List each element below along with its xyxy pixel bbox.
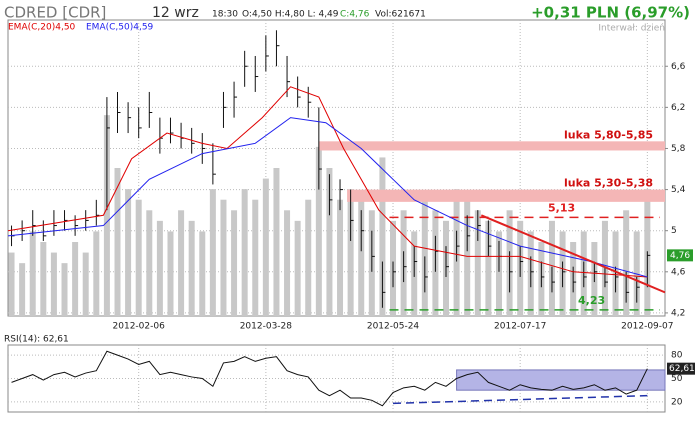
- volume-bar: [199, 231, 206, 316]
- volume-bar: [326, 168, 333, 316]
- y-tick-label: 80: [671, 351, 683, 361]
- rsi-label: RSI(14): 62,61: [4, 335, 69, 345]
- volume-bar: [167, 231, 174, 316]
- level-label: 4,23: [578, 294, 605, 307]
- volume-bar: [315, 146, 322, 316]
- gap-label: luka 5,30-5,38: [564, 177, 653, 190]
- ema-line: [7, 86, 648, 278]
- volume-bar: [347, 189, 354, 316]
- main-frame: [7, 19, 666, 317]
- y-tick-label: 6,2: [671, 103, 685, 113]
- date: 12 wrz: [152, 5, 199, 21]
- volume-bar: [305, 199, 312, 316]
- volume-bar: [61, 263, 68, 316]
- volume-bar: [241, 189, 248, 316]
- close-text: C:4,76: [340, 10, 370, 20]
- volume-bar: [93, 231, 100, 316]
- volume-text: Vol:621671: [375, 10, 426, 20]
- volume-bar: [474, 210, 481, 316]
- volume-bar: [125, 189, 132, 316]
- volume-bar: [284, 210, 291, 316]
- x-tick-label: 2012-09-07: [621, 322, 673, 332]
- trend-line: [480, 214, 666, 294]
- volume-bar: [220, 199, 227, 316]
- gap-label: luka 5,80-5,85: [564, 128, 653, 141]
- volume-bar: [19, 263, 26, 316]
- y-tick-label: 50: [671, 374, 683, 384]
- volume-bar: [209, 189, 216, 316]
- last-tag-label: 4,76: [670, 251, 690, 261]
- volume-bar: [114, 168, 121, 316]
- x-tick-label: 2012-03-28: [240, 322, 293, 332]
- rsi-line: [11, 350, 648, 407]
- volume-bar: [40, 242, 47, 316]
- volume-bar: [188, 220, 195, 316]
- y-tick-label: 5: [671, 226, 677, 236]
- volume-bar: [156, 220, 163, 316]
- volume-bar: [358, 199, 365, 316]
- volume-bar: [485, 220, 492, 316]
- volume-bar: [623, 210, 630, 316]
- y-tick-label: 4,2: [671, 308, 685, 318]
- volume-bar: [379, 157, 386, 316]
- ema-line: [7, 117, 648, 278]
- volume-bar: [495, 231, 502, 316]
- volume-bar: [29, 231, 36, 316]
- volume-bar: [262, 178, 269, 316]
- y-tick-label: 6,6: [671, 62, 686, 72]
- rsi-trend: [392, 394, 648, 405]
- x-tick-label: 2012-02-06: [113, 322, 166, 332]
- y-tick-label: 5,4: [671, 185, 686, 195]
- volume-bar: [337, 199, 344, 316]
- volume-bar: [135, 199, 142, 316]
- time: 18:30: [212, 10, 238, 20]
- ticker: CDRED [CDR]: [4, 4, 106, 22]
- ohl: O:4,50 H:4,80 L: 4,49: [242, 10, 339, 20]
- volume-bar: [146, 210, 153, 316]
- volume-bar: [50, 252, 57, 316]
- gap-zone: [318, 141, 665, 151]
- rsi-tag-label: 62,61: [669, 364, 695, 374]
- volume-bar: [252, 199, 259, 316]
- interval: Interwał: dzień: [598, 24, 665, 34]
- y-tick-label: 20: [671, 397, 683, 407]
- x-tick-label: 2012-05-24: [367, 322, 420, 332]
- volume-bar: [8, 252, 15, 316]
- volume-bar: [72, 242, 79, 316]
- change: +0,31 PLN (6,97%): [531, 4, 690, 22]
- gap-zone: [347, 189, 665, 202]
- y-tick-label: 4,6: [671, 267, 686, 277]
- rsi-box: [456, 369, 666, 391]
- volume-bar: [464, 199, 471, 316]
- volume-bar: [273, 168, 280, 316]
- level-label: 5,13: [548, 201, 575, 214]
- x-tick-label: 2012-07-17: [494, 322, 546, 332]
- legend-entry: EMA(C,20)4,50: [8, 23, 76, 33]
- volume-bar: [103, 115, 110, 317]
- volume-bar: [294, 220, 301, 316]
- legend-entry: EMA(C,50)4,59: [86, 23, 154, 33]
- rsi-tag: [667, 362, 695, 375]
- volume-bar: [178, 210, 185, 316]
- y-tick-label: 5,8: [671, 144, 686, 154]
- last-tag: [667, 249, 693, 262]
- volume-bar: [231, 210, 238, 316]
- volume-bar: [82, 252, 89, 316]
